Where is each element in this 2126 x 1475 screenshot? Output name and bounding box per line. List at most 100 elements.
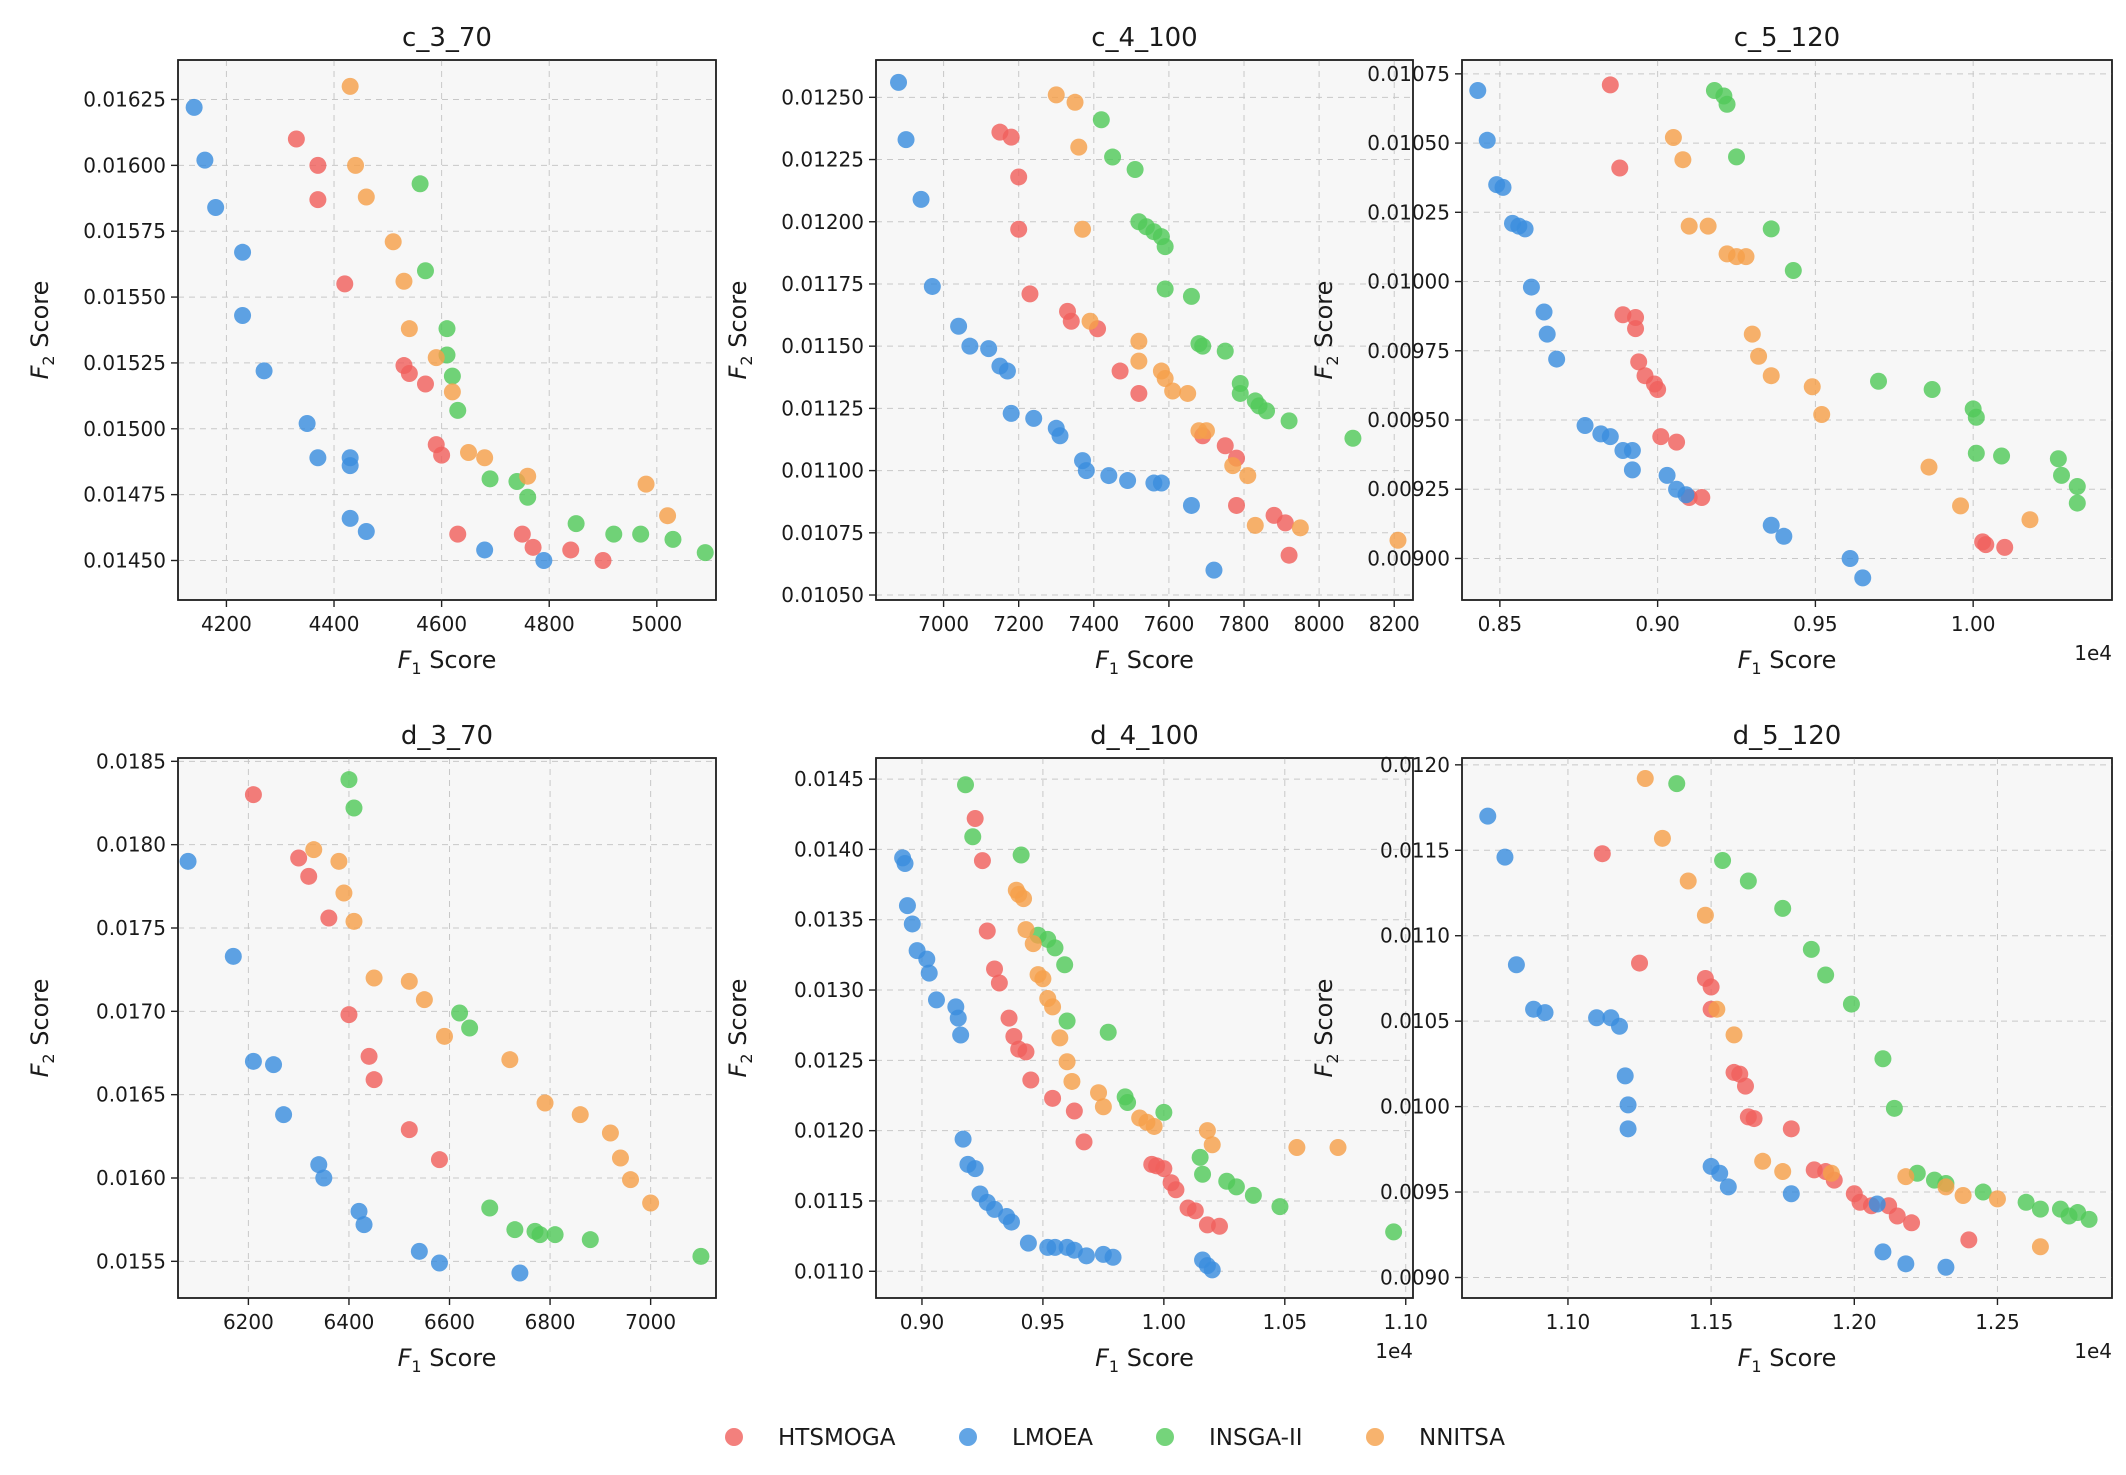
point-nnitsa: [1094, 1098, 1112, 1116]
point-insga-ii: [957, 776, 974, 794]
y-axis-label-text: Score: [1310, 281, 1338, 356]
x-axis-label-subscript: 1: [411, 659, 421, 678]
point-lmoea: [1046, 1238, 1064, 1256]
point-htsmoga: [1280, 546, 1298, 564]
y-tick-label: 0.01475: [83, 483, 166, 507]
point-insga-ii: [1194, 1165, 1212, 1183]
point-insga-ii: [1993, 447, 2011, 465]
point-htsmoga: [1977, 536, 1995, 554]
point-htsmoga: [1631, 954, 1649, 972]
x-axis-label-text: Score: [1119, 1344, 1194, 1372]
panel-d-4-100: 0.90 0.95 1.00 1.05 1.10 0.0110 0.0115 0.0120 0.…: [724, 721, 1428, 1376]
series-htsmoga: [287, 130, 612, 569]
point-nnitsa: [1737, 248, 1755, 266]
y-tick-label: 0.00950: [1367, 408, 1450, 432]
panel-d-3-70: 6200 6400 6600 6800 7000 0.0155 0.0160 0.0165 0.…: [26, 721, 717, 1376]
point-nnitsa: [395, 272, 413, 290]
point-insga-ii: [1126, 160, 1144, 178]
x-axis-label: F1 Score: [1095, 646, 1194, 678]
legend-item-nnitsa: NNITSA: [1366, 1425, 1505, 1451]
point-nnitsa: [1063, 1072, 1081, 1090]
point-insga-ii: [1258, 402, 1276, 420]
x-tick-label: 1.05: [1263, 1310, 1308, 1334]
point-lmoea: [949, 1009, 967, 1027]
x-axis-label-subscript: 1: [1751, 1357, 1761, 1376]
point-lmoea: [357, 523, 375, 541]
x-tick-label: 8200: [1369, 612, 1420, 636]
x-axis-label-text: Score: [1762, 1344, 1837, 1372]
point-insga-ii: [438, 320, 456, 338]
series-lmoea: [894, 849, 1221, 1279]
x-tick-label: 6400: [324, 1310, 375, 1334]
y-tick-label: 0.0130: [794, 978, 864, 1002]
x-axis-label: F1 Score: [1738, 646, 1837, 678]
point-htsmoga: [1614, 306, 1632, 324]
y-axis-label-subscript: 2: [1323, 355, 1342, 365]
point-lmoea: [476, 541, 494, 559]
point-nnitsa: [1081, 312, 1099, 330]
chart-title: d_3_70: [401, 721, 493, 751]
x-tick-label: 1.20: [1832, 1310, 1877, 1334]
point-nnitsa: [1762, 367, 1780, 385]
y-axis-label: F2 Score: [1310, 979, 1342, 1078]
point-htsmoga: [973, 852, 991, 870]
plot-area-d-5-120: [1461, 757, 2113, 1299]
point-htsmoga: [449, 525, 467, 543]
point-htsmoga: [1075, 1133, 1093, 1151]
point-insga-ii: [1739, 872, 1757, 890]
point-insga-ii: [1194, 337, 1212, 355]
plot-border-c-3-70: [177, 59, 717, 601]
y-axis-label: F2 Score: [26, 979, 58, 1078]
point-lmoea: [1019, 1234, 1037, 1252]
point-htsmoga: [1693, 489, 1711, 507]
point-lmoea: [903, 915, 921, 933]
point-insga-ii: [964, 828, 982, 846]
point-nnitsa: [1743, 325, 1761, 343]
point-lmoea: [1619, 1120, 1637, 1138]
point-insga-ii: [345, 799, 363, 817]
point-lmoea: [430, 1254, 448, 1272]
point-htsmoga: [1065, 1102, 1083, 1120]
legend-item-lmoea: LMOEA: [959, 1425, 1093, 1451]
y-axis-label: F2 Score: [724, 281, 756, 380]
x-tick-label: 7000: [625, 1310, 676, 1334]
plot-border-c-5-120: [1461, 59, 2113, 601]
series-insga-ii: [1092, 111, 1362, 447]
y-tick-label: 0.0165: [96, 1083, 166, 1107]
point-lmoea: [998, 362, 1016, 380]
x-tick-label: 0.85: [1478, 612, 1523, 636]
series-htsmoga: [1593, 845, 1978, 1249]
point-lmoea: [1516, 220, 1534, 238]
point-insga-ii: [449, 401, 467, 419]
point-htsmoga: [1593, 845, 1611, 863]
point-lmoea: [1479, 807, 1497, 825]
point-lmoea: [1897, 1255, 1915, 1273]
point-insga-ii: [546, 1226, 564, 1244]
point-nnitsa: [330, 852, 348, 870]
point-lmoea: [255, 362, 273, 380]
point-insga-ii: [1155, 1103, 1173, 1121]
point-lmoea: [897, 131, 915, 149]
x-axis-multiplier: 1e4: [1375, 1339, 1413, 1363]
point-lmoea: [1152, 474, 1170, 492]
point-lmoea: [265, 1056, 283, 1074]
point-lmoea: [1494, 178, 1512, 196]
y-tick-label: 0.01175: [781, 272, 864, 296]
point-nnitsa: [1224, 457, 1242, 475]
point-nnitsa: [1822, 1164, 1840, 1182]
point-htsmoga: [1903, 1214, 1921, 1232]
point-lmoea: [1002, 1213, 1020, 1231]
x-axis-label-text: Score: [1119, 646, 1194, 674]
point-lmoea: [1623, 461, 1641, 479]
point-nnitsa: [1058, 1053, 1076, 1071]
x-axis-label-symbol: F: [1738, 646, 1753, 674]
y-tick-label: 0.0120: [1380, 753, 1450, 777]
point-insga-ii: [1156, 280, 1174, 298]
point-htsmoga: [1155, 1160, 1173, 1178]
point-nnitsa: [659, 507, 677, 525]
point-nnitsa: [1954, 1186, 1972, 1204]
point-lmoea: [1719, 1178, 1737, 1196]
point-lmoea: [923, 277, 941, 295]
point-htsmoga: [562, 541, 580, 559]
y-axis-label-subscript: 2: [737, 355, 756, 365]
